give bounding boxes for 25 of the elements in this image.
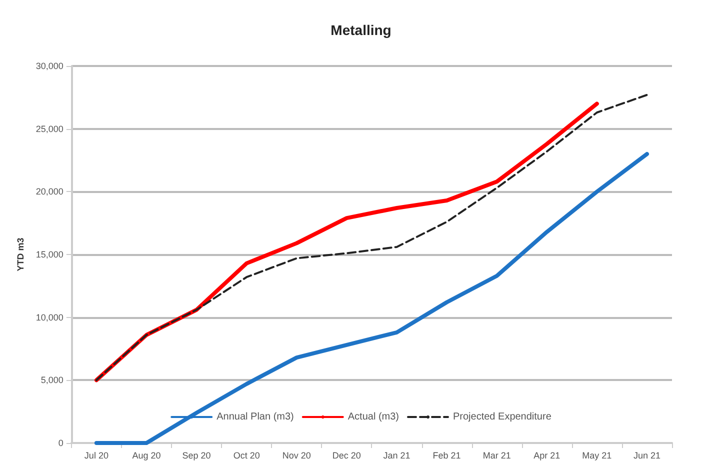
x-tick-label: Dec 20 [332, 450, 361, 460]
x-tick-label: May 21 [582, 450, 612, 460]
legend-label: Projected Expenditure [452, 412, 552, 422]
x-tick-label: Jun 21 [633, 450, 660, 460]
x-tick-label: Mar 21 [482, 450, 511, 460]
x-tick-label: Oct 20 [233, 450, 260, 460]
y-tick-label: 5,000 [40, 375, 64, 386]
x-tick-label: Nov 20 [282, 450, 311, 460]
y-tick-label: 20,000 [36, 186, 64, 197]
y-tick-label: 15,000 [36, 250, 64, 260]
x-tick-label: Sep 20 [182, 450, 211, 460]
y-tick-label: 30,000 [36, 61, 64, 71]
chart-title: Metalling [330, 22, 392, 38]
y-axis-title: YTD m3 [16, 238, 26, 272]
x-tick-label: Aug 20 [132, 450, 161, 460]
x-tick-label: Jul 20 [84, 450, 108, 460]
y-tick-label: 25,000 [36, 124, 64, 134]
y-tick-label: 0 [58, 438, 64, 448]
legend-label: Annual Plan (m3) [216, 412, 294, 422]
x-tick-label: Feb 21 [432, 450, 461, 460]
x-tick-label: Jan 21 [383, 450, 410, 460]
x-tick-label: Apr 21 [534, 450, 560, 460]
legend-label: Actual (m3) [348, 412, 399, 422]
y-tick-label: 10,000 [36, 312, 64, 322]
line-series [94, 152, 649, 445]
